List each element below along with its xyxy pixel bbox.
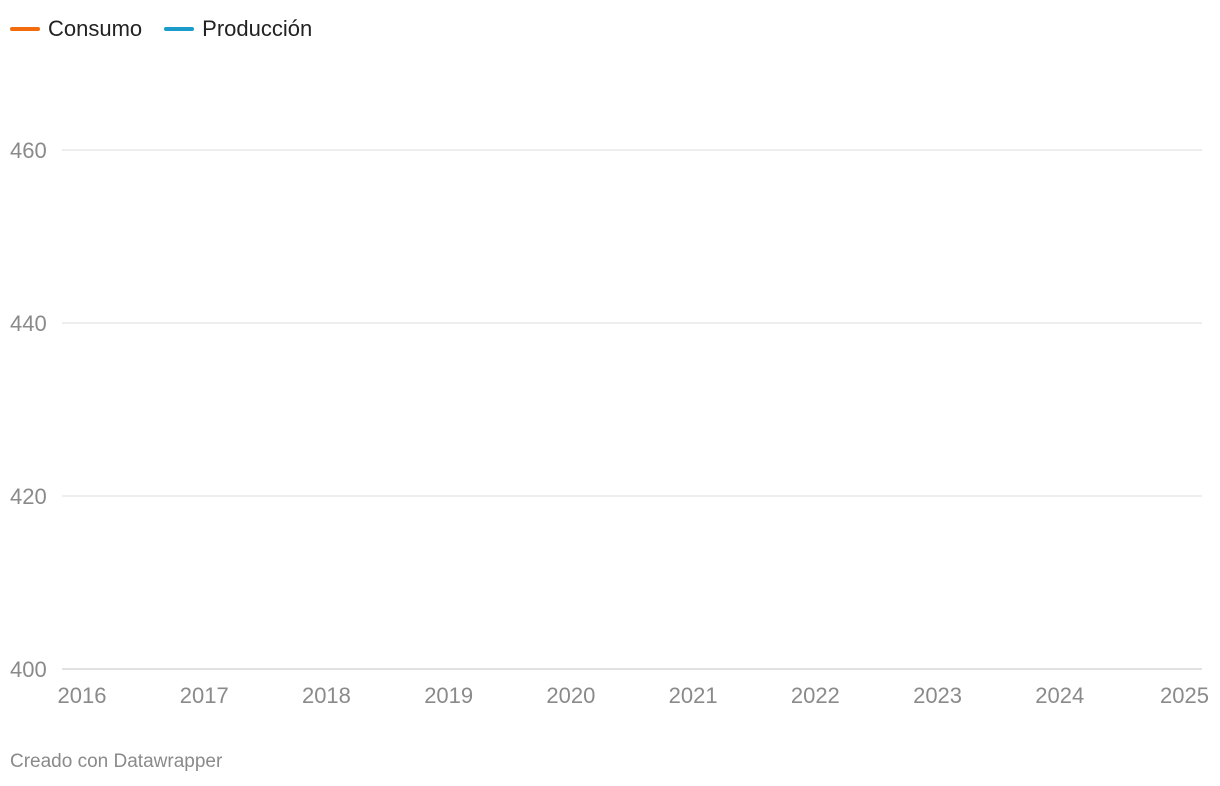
y-tick-label: 400: [10, 657, 47, 682]
x-axis: 2016 2017 2018 2019 2020 2021 2022 2023 2024 2025: [58, 683, 1209, 708]
legend-label-produccion: Producción: [202, 16, 313, 41]
grid-lines: [62, 149, 1202, 670]
x-tick-label: 2018: [302, 683, 351, 708]
x-tick-label: 2021: [669, 683, 718, 708]
x-tick-label: 2016: [58, 683, 107, 708]
x-tick-label: 2022: [791, 683, 840, 708]
x-tick-label: 2019: [424, 683, 473, 708]
legend-label-consumo: Consumo: [48, 16, 143, 41]
x-tick-label: 2024: [1035, 683, 1084, 708]
legend-item-consumo[interactable]: Consumo: [10, 16, 142, 42]
x-tick-label: 2025: [1160, 683, 1209, 708]
x-tick-label: 2023: [913, 683, 962, 708]
x-tick-label: 2020: [546, 683, 595, 708]
y-axis: 400420440460480500520: [10, 138, 47, 682]
y-tick-label: 420: [10, 484, 47, 509]
legend-swatch-produccion: [164, 27, 195, 31]
x-tick-label: 2017: [180, 683, 229, 708]
y-tick-label: 440: [10, 311, 47, 336]
legend-item-produccion[interactable]: Producción: [164, 16, 312, 42]
legend-swatch-consumo: [10, 27, 40, 31]
footer-credit: Creado con Datawrapper: [10, 751, 223, 772]
legend: Consumo Producción: [10, 16, 312, 42]
y-tick-label: 460: [10, 138, 47, 163]
